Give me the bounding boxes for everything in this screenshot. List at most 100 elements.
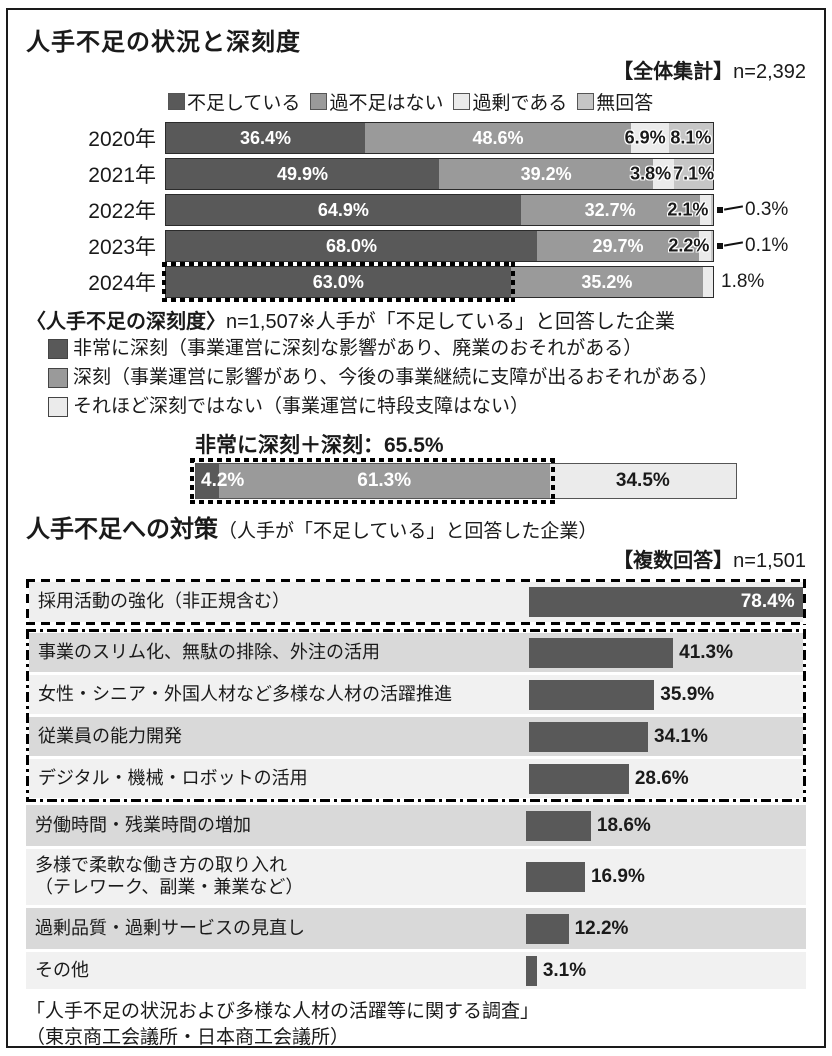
callout-line-icon bbox=[723, 205, 744, 211]
callout-dot-icon bbox=[717, 207, 723, 213]
callout-value: 0.3% bbox=[745, 199, 789, 220]
bar-value: 12.2% bbox=[574, 917, 629, 939]
chart-row: 事業のスリム化、無駄の排除、外注の活用 41.3% bbox=[29, 633, 803, 672]
section2-title-paren: （人手が「不足している」と回答した企業） bbox=[218, 521, 598, 542]
legend-item: 過剰である bbox=[453, 88, 567, 115]
bar-segment bbox=[699, 231, 712, 261]
legend-item: 過不足はない bbox=[310, 88, 443, 115]
value-bar bbox=[529, 721, 648, 752]
stacked-bar: 68.0% 29.7% 2.2% bbox=[165, 230, 714, 262]
bar-segment: 29.7% bbox=[536, 231, 700, 261]
segment-value: 36.4% bbox=[240, 127, 292, 148]
bar-segment: 39.2% bbox=[438, 159, 654, 189]
chart-row: 2024年 63.0% 35.2% 1.8% bbox=[26, 262, 806, 302]
section2-title: 人手不足への対策（人手が「不足している」と回答した企業） bbox=[26, 509, 806, 544]
chart-row: 多様で柔軟な働き方の取り入れ （テレワーク、副業・兼業など） 16.9% bbox=[26, 849, 806, 905]
segment-value: 49.9% bbox=[276, 163, 328, 184]
category-label: 過剰品質・過剰サービスの見直し bbox=[35, 917, 305, 938]
segment-value: 4.2% bbox=[201, 470, 245, 491]
bar-segment: 61.3% bbox=[218, 464, 550, 498]
bar-segment: 36.4% bbox=[166, 123, 366, 153]
source-note: 「人手不足の状況および多様な人材の活躍等に関する調査」 （東京商工会議所・日本商… bbox=[26, 999, 806, 1050]
chart-row: 労働時間・残業時間の増加 18.6% bbox=[26, 805, 806, 846]
source-line1: 「人手不足の状況および多様な人材の活躍等に関する調査」 bbox=[26, 1001, 540, 1022]
value-bar bbox=[526, 810, 591, 841]
bar-segment: 63.0% bbox=[166, 267, 511, 297]
severity-legend: 非常に深刻（事業運営に深刻な影響があり、廃業のおそれがある） 深刻（事業運営に影響… bbox=[26, 334, 806, 421]
bar-segment bbox=[711, 231, 714, 261]
chart-row: デジタル・機械・ロボットの活用 28.6% bbox=[29, 759, 803, 798]
value-bar bbox=[526, 862, 585, 892]
callout-dot-icon bbox=[717, 243, 723, 249]
category-label: 多様で柔軟な働き方の取り入れ （テレワーク、副業・兼業など） bbox=[35, 855, 304, 897]
bar-value: 18.6% bbox=[596, 814, 651, 836]
segment-value: 63.0% bbox=[312, 271, 364, 292]
section2-sample-note: 【複数回答】n=1,501 bbox=[26, 544, 806, 573]
legend-swatch-icon bbox=[453, 93, 471, 110]
legend-label: それほど深刻ではない（事業運営に特段支障はない） bbox=[73, 396, 530, 417]
category-label: 2022年 bbox=[88, 200, 156, 223]
bar-segment bbox=[699, 195, 712, 225]
chart-row: 女性・シニア・外国人材など多様な人材の活躍推進 35.9% bbox=[29, 675, 803, 714]
stacked-bar: 49.9% 39.2% 3.8% 7.1% bbox=[165, 158, 714, 190]
report-page: 人手不足の状況と深刻度 【全体集計】n=2,392 不足している 過不足はない 過剰… bbox=[6, 8, 826, 1048]
legend-swatch-icon bbox=[48, 338, 68, 359]
bar-segment: 49.9% bbox=[166, 159, 439, 189]
chart-row: 2021年 49.9% 39.2% 3.8% 7.1% bbox=[26, 158, 806, 190]
chart-row: 過剰品質・過剰サービスの見直し 12.2% bbox=[26, 908, 806, 949]
bar-after-labels: 1.8% bbox=[717, 271, 764, 293]
category-label: 従業員の能力開発 bbox=[38, 725, 182, 746]
legend-item: 不足している bbox=[168, 88, 300, 115]
bar-segment: 64.9% bbox=[166, 195, 521, 225]
category-label: 事業のスリム化、無駄の排除、外注の活用 bbox=[38, 641, 380, 662]
top-answer-group: 採用活動の強化（非正規含む） 78.4% bbox=[26, 579, 806, 625]
chart-row: 従業員の能力開発 34.1% bbox=[29, 717, 803, 756]
legend-label: 過不足はない bbox=[329, 93, 444, 114]
segment-value: 35.2% bbox=[581, 271, 633, 292]
category-label: 女性・シニア・外国人材など多様な人材の活躍推進 bbox=[38, 683, 452, 704]
segment-value: 8.1% bbox=[670, 127, 712, 148]
stacked-bar: 64.9% 32.7% 2.1% bbox=[165, 194, 714, 226]
category-label: 2024年 bbox=[88, 272, 156, 295]
bar-segment bbox=[668, 123, 713, 153]
section1-note-bracket: 【全体集計】 bbox=[613, 61, 734, 83]
bar-segment: 68.0% bbox=[166, 231, 537, 261]
segment-value: 29.7% bbox=[592, 235, 644, 256]
bar-after-labels: 0.3% bbox=[717, 199, 788, 221]
chart-row: その他 3.1% bbox=[26, 952, 806, 989]
legend-label: 不足している bbox=[187, 93, 301, 114]
segment-value: 7.1% bbox=[673, 163, 715, 184]
segment-value: 39.2% bbox=[520, 163, 572, 184]
section1-note-n: n=2,392 bbox=[733, 61, 806, 83]
legend-item: 無回答 bbox=[577, 88, 653, 115]
value-bar bbox=[526, 955, 537, 986]
chart-row: 2023年 68.0% 29.7% 2.2% 0.1% bbox=[26, 230, 806, 262]
severity-legend-item: それほど深刻ではない（事業運営に特段支障はない） bbox=[48, 392, 806, 421]
chart-row: 採用活動の強化（非正規含む） 78.4% bbox=[29, 582, 803, 622]
shortage-chart-legend: 不足している 過不足はない 過剰である 無回答 bbox=[168, 88, 806, 115]
severity-bar-chart: 4.2% 61.3% 34.5% bbox=[190, 458, 737, 504]
bar-segment bbox=[711, 195, 714, 225]
section2-note-n: n=1,501 bbox=[733, 550, 806, 572]
stacked-bar: 63.0% 35.2% bbox=[162, 262, 714, 302]
chart-row: 2020年 36.4% 48.6% 6.9% 8.1% bbox=[26, 122, 806, 154]
section2-title-main: 人手不足への対策 bbox=[26, 516, 218, 543]
legend-label: 無回答 bbox=[596, 93, 654, 114]
segment-value: 34.5% bbox=[615, 470, 670, 491]
segment-value-outside: 1.8% bbox=[721, 271, 765, 292]
category-label: 2023年 bbox=[88, 236, 156, 259]
bar-segment: 48.6% bbox=[365, 123, 631, 153]
segment-value: 32.7% bbox=[584, 199, 636, 220]
chart-row: 2022年 64.9% 32.7% 2.1% 0.3% bbox=[26, 194, 806, 226]
category-label: 労働時間・残業時間の増加 bbox=[35, 814, 251, 835]
severity-legend-item: 非常に深刻（事業運営に深刻な影響があり、廃業のおそれがある） bbox=[48, 334, 806, 363]
callout-line-icon bbox=[723, 241, 744, 247]
category-label: デジタル・機械・ロボットの活用 bbox=[38, 767, 308, 788]
section2-note-bracket: 【複数回答】 bbox=[613, 550, 734, 572]
section1-title: 人手不足の状況と深刻度 bbox=[26, 29, 301, 56]
segment-value: 48.6% bbox=[472, 127, 524, 148]
bar-value: 28.6% bbox=[634, 767, 689, 789]
legend-label: 深刻（事業運営に影響があり、今後の事業継続に支障が出るおそれがある） bbox=[73, 367, 719, 388]
category-label: 2020年 bbox=[88, 128, 156, 151]
value-bar bbox=[526, 913, 569, 944]
